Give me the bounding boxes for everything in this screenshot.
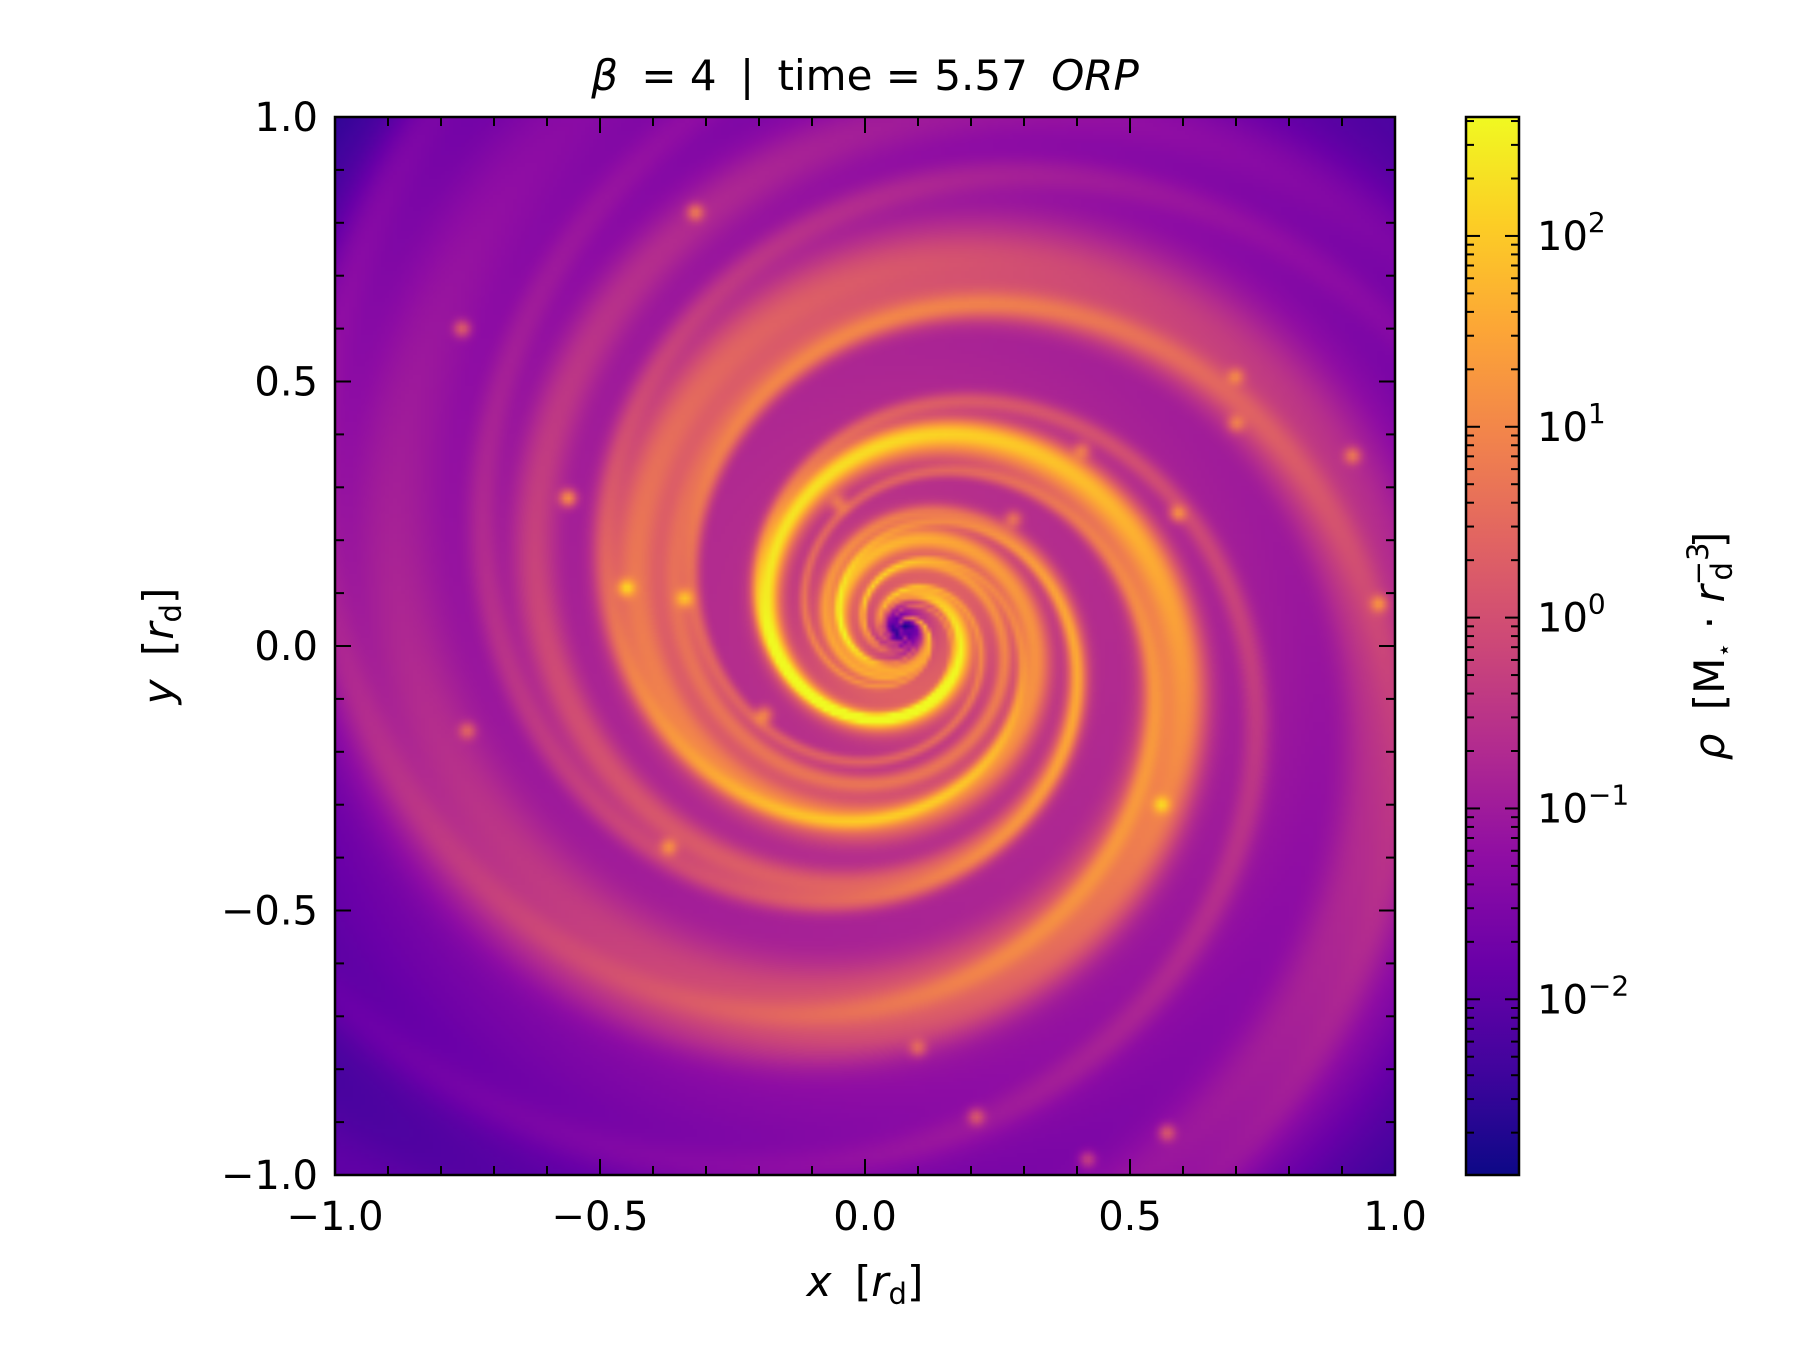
colorbar-label-open: [M	[1685, 658, 1734, 711]
x-tick-label: −1.0	[286, 1194, 383, 1240]
x-tick-label: 1.0	[1363, 1194, 1427, 1240]
title-beta-symbol: β	[590, 51, 618, 100]
plot-area	[335, 117, 1395, 1175]
y-axis-label-var: y	[134, 678, 183, 706]
x-axis-label-close: ]	[907, 1257, 923, 1306]
x-axis-label-open: [	[855, 1257, 871, 1306]
x-axis-label-sub: d	[889, 1277, 907, 1311]
colorbar-tick-label: 101	[1537, 397, 1606, 451]
density-map	[335, 117, 1395, 1175]
x-tick-label: −0.5	[551, 1194, 648, 1240]
y-axis-label: y [rd]	[134, 588, 188, 707]
colorbar-label-dot: ·	[1685, 603, 1734, 643]
y-axis-label-close: ]	[134, 588, 183, 604]
colorbar-tick-label: 10−2	[1537, 969, 1629, 1023]
x-tick-label: 0.5	[1098, 1194, 1162, 1240]
y-axis-label-sub: d	[154, 604, 188, 622]
chart-title: β = 4 | time = 5.57 ORP	[590, 51, 1139, 100]
colorbar-tick-labels: 10−2 10−1 100 101 102	[1537, 206, 1629, 1023]
colorbar-tick-label: 100	[1537, 588, 1606, 642]
plot-frame	[333, 115, 1397, 1177]
colorbar-label-sym: ρ	[1685, 733, 1734, 760]
title-time-prefix: time = 5.57	[778, 51, 1028, 100]
title-beta-value: = 4	[641, 51, 716, 100]
colorbar-label-sup: −3	[1681, 543, 1715, 586]
y-tick-label: 0.5	[254, 360, 318, 406]
colorbar-tick-label: 102	[1537, 206, 1606, 260]
x-tick-labels: −1.0 −0.5 0.0 0.5 1.0	[286, 1194, 1426, 1240]
y-tick-label: −1.0	[221, 1153, 318, 1199]
colorbar-label: ρ [M⋆ · r−3d]	[1681, 532, 1739, 761]
colorbar-ticks	[1466, 120, 1519, 1134]
y-tick-label: −0.5	[221, 889, 318, 935]
title-time-unit: ORP	[1051, 51, 1139, 100]
x-axis-label-var: x	[805, 1257, 833, 1306]
colorbar-tick-label: 10−1	[1537, 778, 1629, 832]
colorbar-label-sub: d	[1705, 562, 1739, 580]
colorbar-label-r: r	[1685, 583, 1734, 603]
y-tick-label: 1.0	[254, 95, 318, 141]
colorbar-label-star: ⋆	[1710, 643, 1738, 658]
y-axis-label-open: [	[134, 640, 183, 656]
x-axis-label-r: r	[871, 1257, 891, 1306]
title-separator: |	[740, 51, 754, 100]
x-axis-label: x [rd]	[805, 1257, 924, 1311]
y-tick-labels: −1.0 −0.5 0.0 0.5 1.0	[221, 95, 318, 1199]
y-axis-label-r: r	[134, 620, 183, 640]
y-tick-label: 0.0	[254, 624, 318, 670]
colorbar-label-close: ]	[1685, 532, 1734, 548]
x-tick-label: 0.0	[833, 1194, 897, 1240]
colorbar	[1464, 115, 1521, 1177]
